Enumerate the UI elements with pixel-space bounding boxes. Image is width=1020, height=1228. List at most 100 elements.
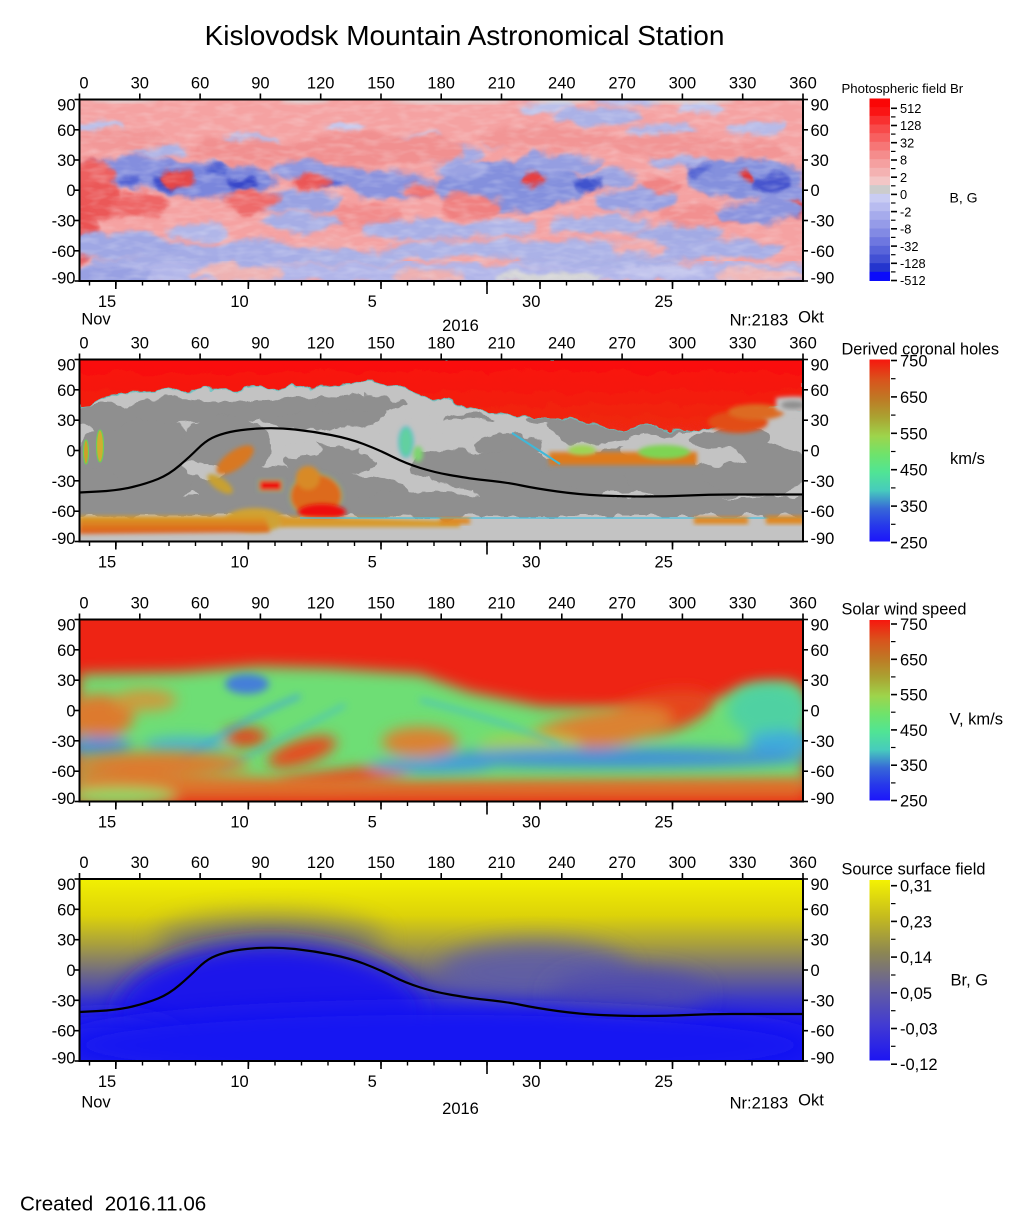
svg-text:360: 360 xyxy=(789,854,817,872)
svg-text:60: 60 xyxy=(811,642,829,660)
svg-text:270: 270 xyxy=(608,75,636,93)
svg-text:15: 15 xyxy=(98,814,116,832)
svg-text:15: 15 xyxy=(98,1073,116,1091)
svg-text:330: 330 xyxy=(729,854,757,872)
svg-text:30: 30 xyxy=(57,672,75,690)
svg-text:240: 240 xyxy=(548,335,576,353)
svg-text:-60: -60 xyxy=(52,243,76,261)
svg-text:Source surface field: Source surface field xyxy=(842,861,986,879)
svg-text:30: 30 xyxy=(131,595,149,613)
svg-text:10: 10 xyxy=(230,554,248,572)
svg-text:0,14: 0,14 xyxy=(900,949,932,967)
svg-text:B, G: B, G xyxy=(950,190,978,206)
svg-text:-60: -60 xyxy=(811,503,835,521)
svg-text:km/s: km/s xyxy=(950,450,985,468)
svg-text:350: 350 xyxy=(900,757,928,775)
svg-text:2016: 2016 xyxy=(442,317,479,335)
svg-text:0: 0 xyxy=(811,182,820,200)
svg-text:90: 90 xyxy=(57,357,75,375)
svg-text:Nr:2183: Nr:2183 xyxy=(730,1095,789,1113)
svg-text:150: 150 xyxy=(367,335,395,353)
svg-text:750: 750 xyxy=(900,616,928,634)
svg-text:650: 650 xyxy=(900,651,928,669)
svg-text:250: 250 xyxy=(900,535,928,553)
svg-text:0: 0 xyxy=(811,962,820,980)
svg-text:-60: -60 xyxy=(52,763,76,781)
svg-text:250: 250 xyxy=(900,793,928,811)
svg-text:180: 180 xyxy=(427,854,455,872)
svg-text:-30: -30 xyxy=(52,992,76,1010)
svg-text:350: 350 xyxy=(900,498,928,516)
svg-text:0: 0 xyxy=(66,182,75,200)
svg-text:Derived coronal holes: Derived coronal holes xyxy=(842,341,999,359)
svg-text:90: 90 xyxy=(251,335,269,353)
svg-text:25: 25 xyxy=(655,1073,673,1091)
svg-text:5: 5 xyxy=(368,554,377,572)
svg-text:60: 60 xyxy=(191,75,209,93)
svg-text:210: 210 xyxy=(488,335,516,353)
svg-text:30: 30 xyxy=(811,932,829,950)
svg-text:5: 5 xyxy=(368,814,377,832)
svg-text:30: 30 xyxy=(522,1073,540,1091)
svg-text:Created 2016.11.06: Created 2016.11.06 xyxy=(20,1193,206,1216)
svg-text:180: 180 xyxy=(427,75,455,93)
svg-text:-8: -8 xyxy=(900,222,911,237)
svg-text:120: 120 xyxy=(307,335,335,353)
svg-text:90: 90 xyxy=(811,357,829,375)
svg-text:15: 15 xyxy=(98,554,116,572)
svg-text:30: 30 xyxy=(57,152,75,170)
svg-text:30: 30 xyxy=(522,814,540,832)
svg-text:-90: -90 xyxy=(52,530,76,548)
svg-text:0: 0 xyxy=(66,443,75,461)
svg-text:-60: -60 xyxy=(811,243,835,261)
svg-text:330: 330 xyxy=(729,75,757,93)
svg-text:0,31: 0,31 xyxy=(900,878,932,896)
svg-text:8: 8 xyxy=(900,153,907,168)
svg-text:30: 30 xyxy=(522,293,540,311)
svg-text:90: 90 xyxy=(251,595,269,613)
svg-text:30: 30 xyxy=(57,412,75,430)
svg-text:Br, G: Br, G xyxy=(951,972,989,990)
svg-text:-30: -30 xyxy=(811,733,835,751)
svg-text:180: 180 xyxy=(427,335,455,353)
svg-text:2: 2 xyxy=(900,170,907,185)
svg-text:550: 550 xyxy=(900,687,928,705)
svg-text:120: 120 xyxy=(307,595,335,613)
svg-text:25: 25 xyxy=(655,293,673,311)
svg-text:90: 90 xyxy=(57,876,75,894)
svg-text:0: 0 xyxy=(79,75,88,93)
svg-text:30: 30 xyxy=(522,554,540,572)
svg-text:Photospheric field Br: Photospheric field Br xyxy=(842,81,964,96)
svg-text:-60: -60 xyxy=(52,503,76,521)
svg-text:60: 60 xyxy=(57,382,75,400)
svg-text:120: 120 xyxy=(307,75,335,93)
svg-text:210: 210 xyxy=(488,854,516,872)
svg-text:-90: -90 xyxy=(811,1050,835,1068)
svg-text:180: 180 xyxy=(427,595,455,613)
svg-text:Nr:2183: Nr:2183 xyxy=(730,312,789,330)
svg-text:30: 30 xyxy=(57,932,75,950)
svg-text:-90: -90 xyxy=(811,790,835,808)
svg-text:210: 210 xyxy=(488,75,516,93)
svg-text:60: 60 xyxy=(811,382,829,400)
svg-text:240: 240 xyxy=(548,854,576,872)
svg-text:90: 90 xyxy=(57,97,75,115)
svg-text:-32: -32 xyxy=(900,239,919,254)
svg-text:0,05: 0,05 xyxy=(900,985,932,1003)
svg-text:30: 30 xyxy=(131,335,149,353)
svg-text:-0,03: -0,03 xyxy=(900,1021,938,1039)
svg-text:330: 330 xyxy=(729,335,757,353)
svg-text:270: 270 xyxy=(608,335,636,353)
svg-text:Solar wind speed: Solar wind speed xyxy=(842,601,967,619)
svg-text:-90: -90 xyxy=(52,790,76,808)
svg-text:-30: -30 xyxy=(52,733,76,751)
svg-text:300: 300 xyxy=(669,75,697,93)
svg-text:60: 60 xyxy=(191,854,209,872)
svg-text:300: 300 xyxy=(669,335,697,353)
svg-text:5: 5 xyxy=(368,293,377,311)
svg-text:60: 60 xyxy=(191,595,209,613)
svg-text:210: 210 xyxy=(488,595,516,613)
svg-text:Nov: Nov xyxy=(81,311,111,329)
svg-text:60: 60 xyxy=(57,901,75,919)
svg-text:360: 360 xyxy=(789,75,817,93)
